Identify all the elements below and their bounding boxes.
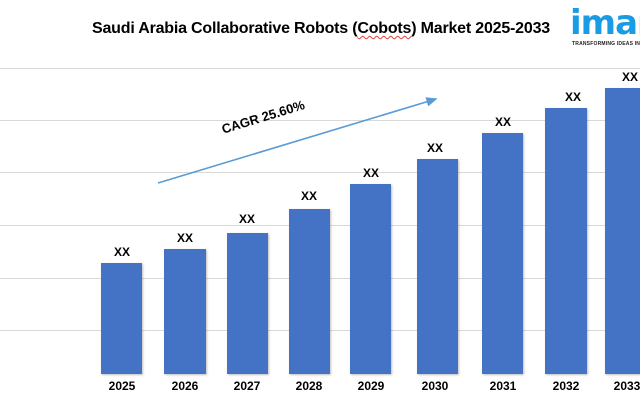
chart-title: Saudi Arabia Collaborative Robots (Cobot… [92, 20, 550, 38]
bar-value-label: XX [300, 189, 317, 203]
x-axis-label: 2029 [357, 379, 385, 393]
x-axis-label: 2030 [421, 379, 449, 393]
bar-value-label: XX [176, 231, 193, 245]
bar-value-label: XX [621, 70, 638, 84]
bar-value-label: XX [426, 141, 443, 155]
bar-2030 [417, 159, 458, 374]
bar-2025 [101, 263, 142, 374]
bar-value-label: XX [564, 90, 581, 104]
bar-2026 [164, 249, 206, 374]
x-axis-label: 2027 [233, 379, 261, 393]
bar-2031 [482, 133, 523, 374]
x-axis-label: 2026 [171, 379, 199, 393]
gridline [0, 120, 640, 121]
logo-tagline: TRANSFORMING IDEAS INTO IMPACT [572, 41, 640, 47]
bar-2027 [227, 233, 268, 374]
x-axis-label: 2032 [552, 379, 580, 393]
bar-value-label: XX [494, 115, 511, 129]
title-underlined-word: Cobots [357, 20, 412, 37]
x-axis-label: 2025 [108, 379, 136, 393]
title-part: ) Market 2025-2033 [411, 20, 550, 37]
gridline [0, 68, 640, 69]
gridline [0, 172, 640, 173]
bar-2033 [605, 88, 640, 374]
bar-2032 [545, 108, 587, 374]
x-axis-label: 2031 [489, 379, 517, 393]
x-axis-label: 2028 [295, 379, 323, 393]
title-part: Saudi Arabia Collaborative Robots ( [92, 20, 358, 37]
bar-value-label: XX [113, 245, 130, 259]
bar-2029 [350, 184, 391, 374]
bar-2028 [289, 209, 330, 374]
logo-wordmark: imarc [570, 3, 640, 43]
x-axis-label: 2033 [613, 379, 640, 393]
bar-value-label: XX [238, 212, 255, 226]
bar-value-label: XX [362, 166, 379, 180]
